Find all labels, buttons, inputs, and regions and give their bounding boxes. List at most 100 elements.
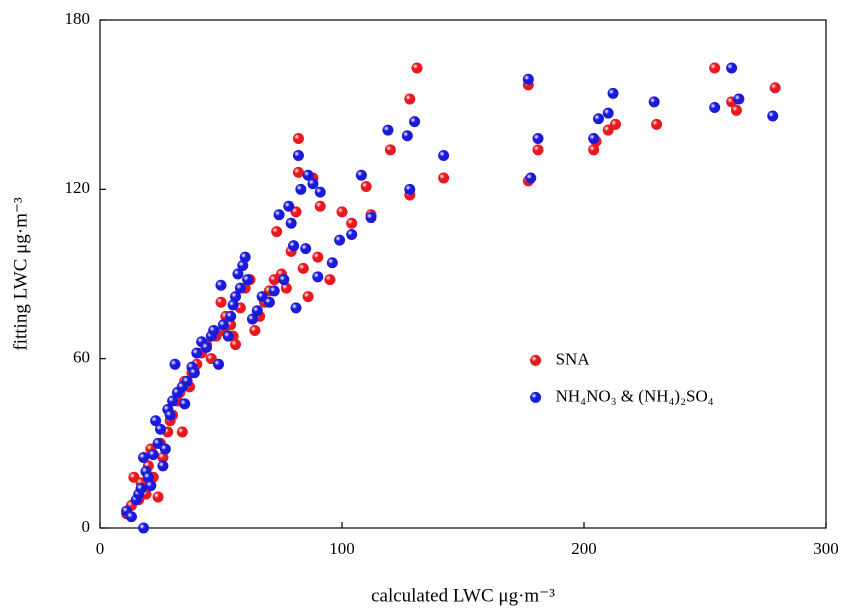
point: [176, 426, 188, 438]
point: [135, 482, 147, 494]
x-tick-label: 200: [571, 539, 597, 558]
point: [167, 395, 179, 407]
point: [152, 491, 164, 503]
point: [404, 183, 416, 195]
point: [314, 186, 326, 198]
point: [150, 415, 162, 427]
point: [268, 285, 280, 297]
plot-frame: [99, 19, 827, 529]
point: [278, 274, 290, 286]
point: [382, 124, 394, 136]
point: [324, 274, 336, 286]
point: [230, 339, 242, 351]
point: [522, 73, 534, 85]
point: [125, 511, 137, 523]
point: [145, 480, 157, 492]
point: [730, 104, 742, 116]
point: [217, 319, 229, 331]
y-tick-label: 0: [82, 517, 91, 536]
legend-marker: [530, 354, 542, 366]
point: [307, 178, 319, 190]
point: [164, 409, 176, 421]
point: [532, 133, 544, 145]
point: [355, 169, 367, 181]
point: [249, 324, 261, 336]
point: [312, 251, 324, 263]
point: [401, 130, 413, 142]
legend-label: SNA: [556, 349, 591, 368]
point: [651, 118, 663, 130]
point: [142, 471, 154, 483]
point: [365, 212, 377, 224]
point: [227, 299, 239, 311]
point: [733, 93, 745, 105]
point: [295, 183, 307, 195]
y-tick-label: 180: [65, 9, 91, 28]
x-axis-title: calculated LWC μg·m⁻³: [371, 585, 555, 606]
point: [213, 358, 225, 370]
point: [588, 144, 600, 156]
point: [532, 144, 544, 156]
x-tick-label: 300: [813, 539, 839, 558]
point: [155, 423, 166, 435]
point: [404, 93, 416, 105]
point: [290, 302, 302, 314]
point: [157, 451, 169, 463]
point: [438, 149, 450, 161]
x-tick-label: 0: [96, 539, 105, 558]
point: [588, 133, 600, 145]
point: [215, 279, 227, 291]
point: [767, 110, 779, 122]
point: [239, 251, 251, 263]
point: [726, 62, 738, 74]
point: [191, 347, 203, 359]
point: [709, 62, 721, 74]
point: [215, 296, 227, 308]
point: [251, 305, 263, 317]
point: [169, 358, 181, 370]
point: [246, 313, 258, 325]
point: [157, 460, 169, 472]
point: [138, 522, 150, 534]
point: [181, 375, 193, 387]
y-tick-label: 120: [65, 178, 91, 197]
point: [314, 200, 326, 212]
point: [302, 291, 314, 303]
point: [525, 172, 537, 184]
point: [648, 96, 660, 108]
point: [230, 291, 242, 303]
point: [312, 271, 324, 283]
point: [292, 149, 304, 161]
point: [609, 118, 621, 130]
point: [285, 217, 297, 229]
y-axis-title: fitting LWC μg·m⁻³: [10, 197, 31, 351]
point: [232, 268, 244, 280]
point: [302, 169, 314, 181]
point: [346, 228, 358, 240]
point: [292, 133, 304, 145]
point: [607, 87, 619, 99]
point: [346, 217, 358, 229]
point: [234, 282, 246, 294]
point: [280, 282, 292, 294]
point: [297, 262, 309, 274]
legend-marker: [530, 391, 542, 403]
point: [593, 113, 605, 125]
point: [411, 62, 423, 74]
point: [273, 209, 285, 221]
point: [326, 257, 338, 269]
point: [179, 398, 191, 410]
point: [200, 341, 212, 353]
point: [208, 324, 220, 336]
point: [384, 144, 396, 156]
point: [336, 206, 348, 218]
point: [409, 116, 421, 128]
point: [360, 181, 372, 193]
point: [263, 296, 275, 308]
x-tick-label: 100: [329, 539, 355, 558]
point: [225, 310, 237, 322]
point: [438, 172, 450, 184]
point: [237, 260, 249, 272]
point: [222, 330, 234, 342]
